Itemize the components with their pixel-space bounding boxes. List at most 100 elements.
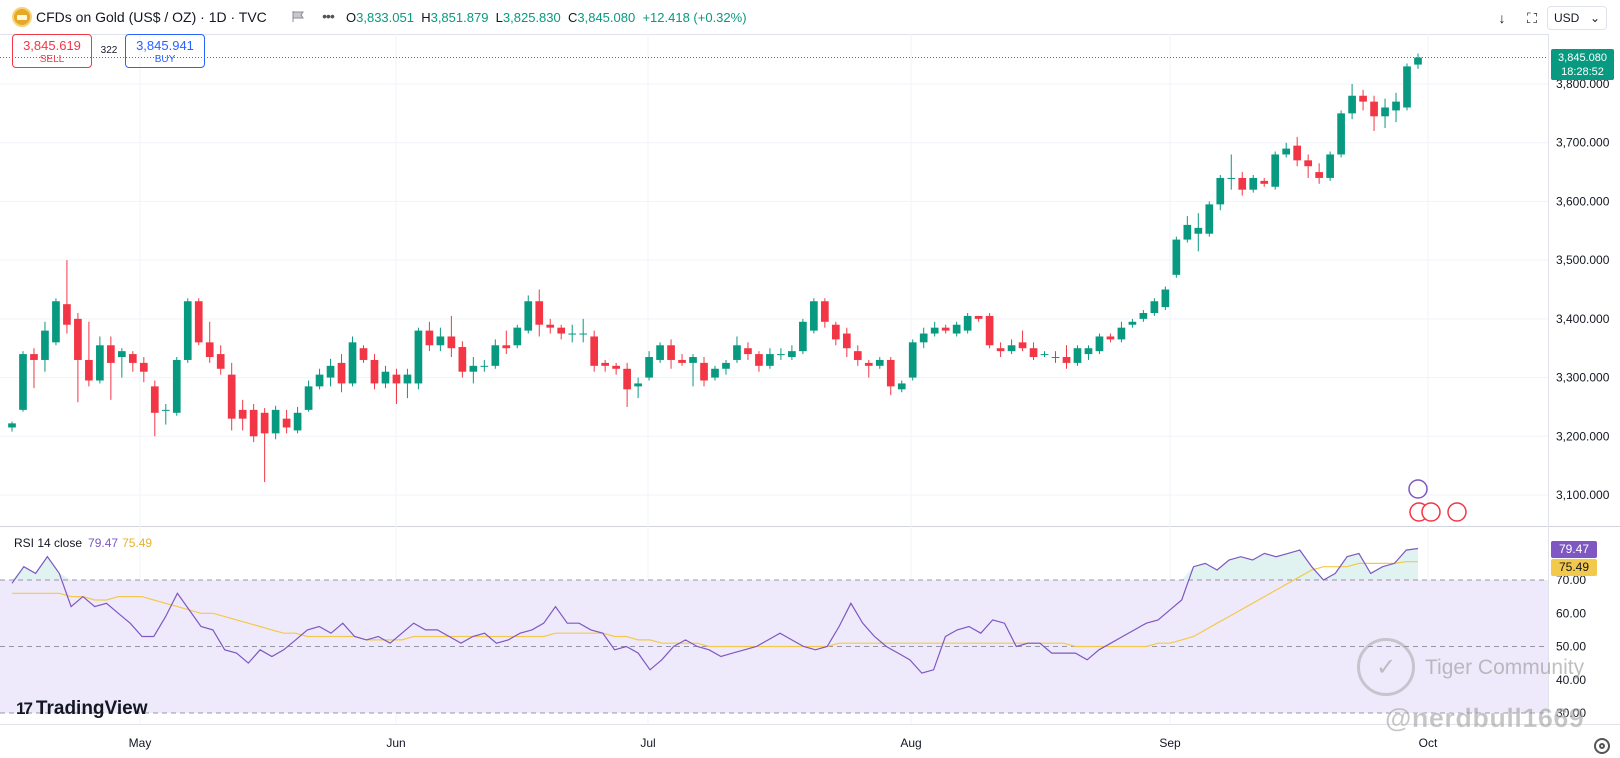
rsi-tick-label: 40.00 [1556,673,1586,687]
candle-body [1282,148,1291,155]
candle-body [63,304,71,325]
candle-body [1304,160,1313,167]
candle-body [700,362,708,381]
candle-body [107,345,115,363]
candle-body [568,333,577,335]
candle-body [293,412,302,431]
candle-body [689,357,697,363]
rsi-value-tag: 79.47 [1551,541,1597,558]
close-value: 3,845.080 [577,10,636,25]
candle-body [1194,227,1203,234]
candle-body [1117,327,1126,340]
candle-body [974,315,983,319]
candle-body [897,383,906,390]
candle-body [1326,154,1334,178]
candle-body [1293,145,1302,161]
y-tick-label: 3,600.000 [1556,194,1610,208]
candle-body [96,345,104,381]
candle-body [436,336,445,346]
candle-body [1040,354,1049,356]
candle-body [810,301,818,331]
x-tick-label: Sep [1159,736,1181,750]
candle-body [853,351,862,360]
candle-body [590,336,599,366]
candle-body [183,301,192,360]
candle-body [535,301,544,325]
open-label: O [346,10,357,25]
y-tick-label: 3,300.000 [1556,371,1610,385]
candle-body [392,374,401,384]
currency-selector[interactable]: USD ⌄ [1547,6,1607,30]
candle-body [996,348,1005,352]
candle-body [1205,204,1214,234]
low-label: L [495,10,503,25]
candle-body [282,418,291,428]
candle-body [1007,345,1016,352]
candle-body [634,383,642,387]
buy-button[interactable]: 3,845.941 BUY [125,34,205,68]
buy-label: BUY [154,54,176,65]
flag-icon[interactable] [292,11,304,22]
candle-body [117,351,126,358]
candle-body [52,301,60,343]
candle-body [150,386,159,413]
candle-body [30,354,38,360]
last-price-value: 3,845.080 [1558,52,1607,64]
rsi-tick-label: 60.00 [1556,606,1586,620]
candle-body [667,345,675,360]
candle-body [842,333,851,349]
candle-body [766,354,774,366]
x-tick-label: Jun [386,736,405,750]
candle-body [469,365,478,372]
candle-body [744,348,752,355]
symbol-title[interactable]: CFDs on Gold (US$ / OZ) · 1D · TVC [36,9,267,25]
rsi-ma-line [12,561,1418,648]
candle-body [1150,301,1159,313]
sell-button[interactable]: 3,845.619 SELL [12,34,92,68]
tradingview-logo[interactable]: 17 TradingView [16,698,148,720]
rsi-tick-label: 70.00 [1556,573,1586,587]
settings-icon[interactable] [1594,738,1610,754]
candle-body [205,342,214,358]
open-value: 3,833.051 [356,10,414,25]
candle-body [799,321,807,352]
x-tick-label: Oct [1419,736,1438,750]
candle-body [414,330,423,384]
candle-body [491,345,500,366]
rsi-legend[interactable]: RSI 14 close 79.47 75.49 [14,536,152,550]
candle-body [1260,180,1269,184]
y-tick-label: 3,800.000 [1556,77,1610,91]
candle-body [777,354,785,356]
candle-body [1414,57,1422,65]
tradingview-logo-text: TradingView [35,698,148,719]
candle-body [381,371,390,384]
spread-value: 322 [100,45,118,56]
candle-body [359,348,368,360]
chevron-down-icon: ⌄ [1589,11,1600,25]
candle-body [1348,95,1356,114]
candle-body [1106,336,1115,340]
candle-body [1018,342,1027,349]
candle-body [963,315,972,331]
candle-body [1359,95,1367,102]
download-icon[interactable]: ↓ [1498,10,1506,26]
candle-body [557,327,566,334]
candle-body [128,354,137,363]
candle-body [733,345,741,360]
low-value: 3,825.830 [502,10,561,25]
candle-body [919,333,928,343]
candle-body [612,365,620,369]
y-tick-label: 3,500.000 [1556,253,1610,267]
y-tick-label: 3,700.000 [1556,136,1610,150]
candle-body [1238,177,1247,190]
change-value: +12.418 (+0.32%) [642,10,747,25]
candle-body [656,345,664,360]
candle-body [315,374,324,387]
candle-body [711,368,719,378]
candle-body [271,409,280,434]
candle-body [1051,357,1060,359]
more-options-icon[interactable]: ••• [322,8,335,24]
candle-body [216,354,225,369]
fullscreen-icon[interactable]: ⛶ [1527,9,1537,26]
